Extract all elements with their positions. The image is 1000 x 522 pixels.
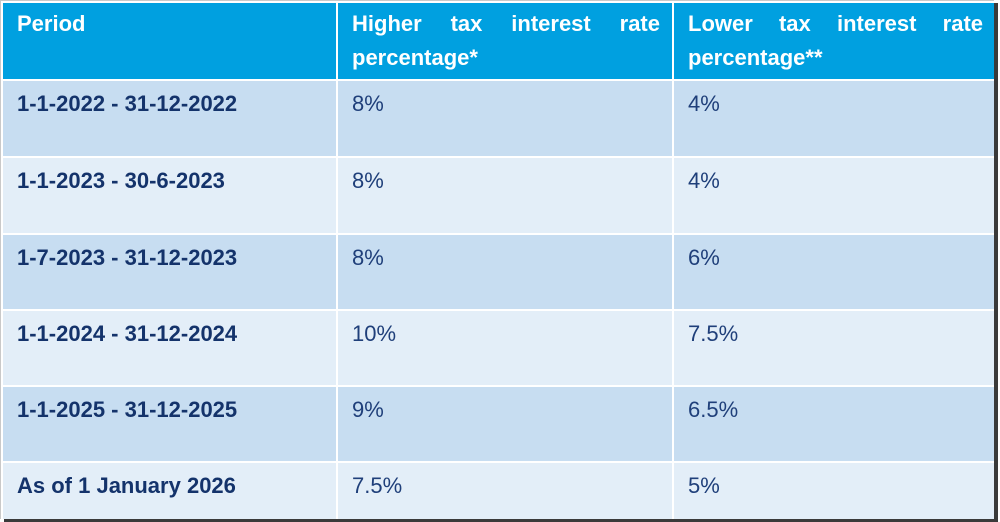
table-header-row: Period Higher tax interest rate percenta… (1, 1, 994, 81)
period-cell: 1-1-2022 - 31-12-2022 (1, 79, 338, 158)
higher-rate-cell: 8% (336, 233, 674, 311)
lower-rate-cell: 4% (672, 79, 994, 158)
higher-rate-cell: 8% (336, 156, 674, 235)
table-row: 1-1-2025 - 31-12-2025 9% 6.5% (1, 385, 994, 463)
period-cell: 1-1-2023 - 30-6-2023 (1, 156, 338, 235)
table-row: 1-1-2024 - 31-12-2024 10% 7.5% (1, 309, 994, 387)
period-cell: 1-1-2024 - 31-12-2024 (1, 309, 338, 387)
header-higher-rate: Higher tax interest rate percentage* (336, 1, 674, 81)
table-row: 1-1-2023 - 30-6-2023 8% 4% (1, 156, 994, 235)
table-row: 1-7-2023 - 31-12-2023 8% 6% (1, 233, 994, 311)
header-lower-rate: Lower tax interest rate percentage** (672, 1, 994, 81)
period-cell: As of 1 January 2026 (1, 461, 338, 519)
period-cell: 1-1-2025 - 31-12-2025 (1, 385, 338, 463)
header-period: Period (1, 1, 338, 81)
higher-rate-cell: 7.5% (336, 461, 674, 519)
table-row: 1-1-2022 - 31-12-2022 8% 4% (1, 79, 994, 158)
higher-rate-cell: 10% (336, 309, 674, 387)
lower-rate-cell: 6.5% (672, 385, 994, 463)
table-row: As of 1 January 2026 7.5% 5% (1, 461, 994, 519)
lower-rate-cell: 6% (672, 233, 994, 311)
lower-rate-cell: 7.5% (672, 309, 994, 387)
higher-rate-cell: 9% (336, 385, 674, 463)
lower-rate-cell: 5% (672, 461, 994, 519)
lower-rate-cell: 4% (672, 156, 994, 235)
higher-rate-cell: 8% (336, 79, 674, 158)
period-cell: 1-7-2023 - 31-12-2023 (1, 233, 338, 311)
